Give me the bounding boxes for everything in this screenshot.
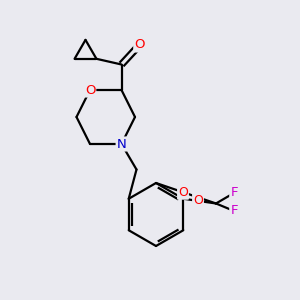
Text: N: N [117,137,126,151]
Text: O: O [134,38,145,52]
Text: O: O [178,186,188,199]
Text: F: F [230,205,238,218]
Text: O: O [193,194,203,207]
Text: F: F [230,187,238,200]
Text: O: O [85,83,95,97]
